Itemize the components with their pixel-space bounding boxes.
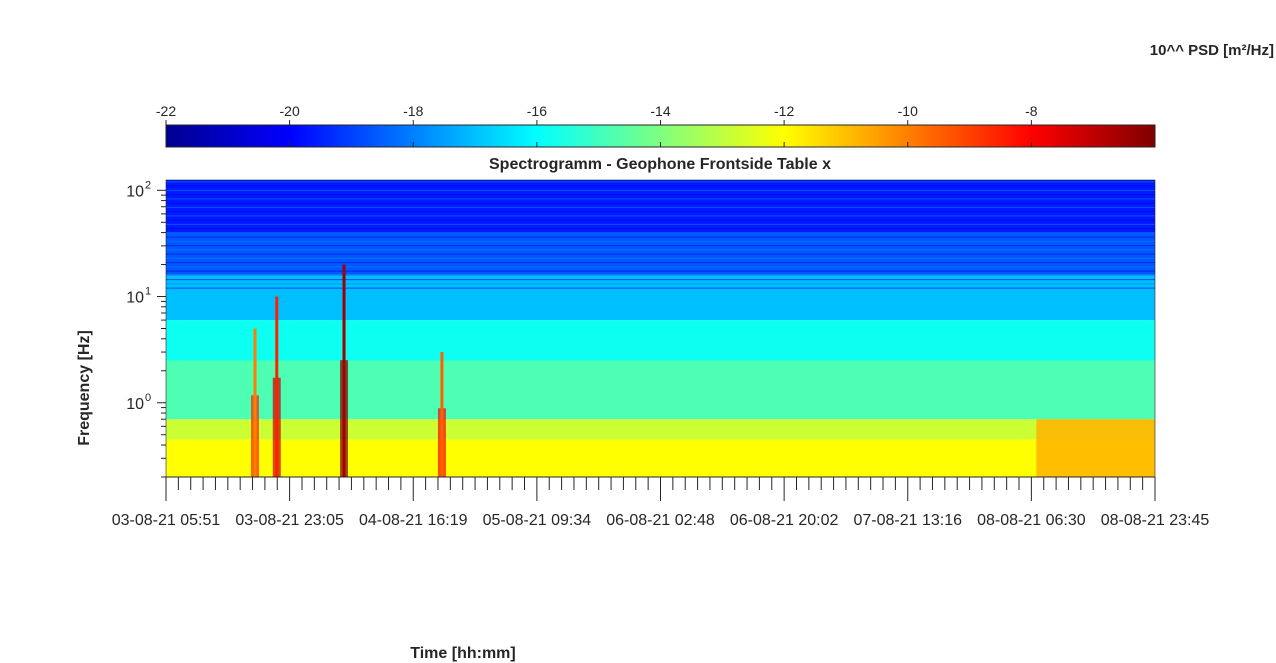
x-tick-label: 08-08-21 06:30	[977, 512, 1086, 529]
spectrogram-band	[166, 360, 1155, 420]
y-tick-exponent: 2	[145, 179, 151, 191]
spectrogram-band	[166, 320, 1155, 361]
x-tick-label: 03-08-21 05:51	[112, 512, 221, 529]
colorbar-tick-label: -22	[156, 103, 176, 119]
colorbar-tick-label: -18	[403, 103, 423, 119]
colorbar-label: 10^^ PSD [m²/Hz]	[1150, 42, 1274, 59]
colorbar-tick-label: -10	[898, 103, 918, 119]
colorbar-tick-label: -8	[1025, 103, 1038, 119]
spectrogram-band	[166, 419, 1155, 440]
spectrogram-plot-area	[166, 180, 1155, 477]
colorbar-tick-label: -14	[650, 103, 670, 119]
x-tick-label: 04-08-21 16:19	[359, 512, 468, 529]
x-tick-label: 06-08-21 02:48	[606, 512, 715, 529]
x-tick-label: 07-08-21 13:16	[853, 512, 962, 529]
colorbar-tick-label: -20	[280, 103, 300, 119]
warm-region	[1036, 419, 1155, 477]
colorbar-tick-label: -12	[774, 103, 794, 119]
x-tick-label: 08-08-21 23:45	[1101, 512, 1210, 529]
y-axis-label: Frequency [Hz]	[76, 330, 93, 446]
event-spike	[275, 296, 279, 477]
spectrogram-band	[166, 439, 1155, 477]
spectrogram-band	[166, 274, 1155, 321]
chart-title: Spectrogramm - Geophone Frontside Table …	[489, 156, 831, 173]
event-spike	[342, 264, 346, 477]
colorbar-ticks: -22 -20 -18 -16 -14 -12 -10 -8	[156, 103, 1038, 147]
y-tick-label: 10	[126, 396, 144, 413]
y-tick-exponent: 1	[145, 286, 151, 298]
y-tick-exponent: 0	[145, 392, 151, 404]
colorbar-tick-label: -16	[527, 103, 547, 119]
x-tick-label: 03-08-21 23:05	[235, 512, 344, 529]
x-axis: 03-08-21 05:51 03-08-21 23:05 04-08-21 16:…	[112, 476, 1210, 529]
y-tick-label: 10	[126, 290, 144, 307]
event-spike	[253, 328, 257, 477]
x-axis-label: Time [hh:mm]	[410, 645, 515, 662]
x-tick-label: 05-08-21 09:34	[483, 512, 592, 529]
spectrogram-band	[166, 180, 1155, 233]
x-tick-label: 06-08-21 20:02	[730, 512, 839, 529]
y-tick-label: 10	[126, 183, 144, 200]
event-spike	[440, 352, 444, 477]
